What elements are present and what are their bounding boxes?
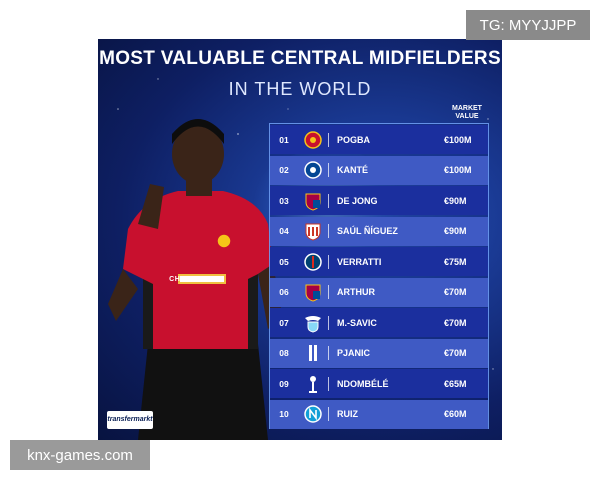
player-name: M.-SAVIC (337, 317, 377, 328)
ranking-row: 09 NDOMBÉLÉ €65M (270, 369, 488, 398)
market-value-header: MARKET VALUE (452, 105, 482, 120)
market-value: €90M (444, 195, 467, 206)
ranking-row: 01 POGBA €100M (270, 125, 488, 154)
row-divider (328, 346, 329, 360)
market-value: €100M (444, 165, 472, 175)
juventus-crest-icon (298, 339, 328, 368)
rank-number: 09 (279, 378, 289, 389)
shirt-sponsor-text: CHEVROLET (169, 276, 217, 283)
row-divider (328, 376, 329, 391)
rank-number: 04 (279, 226, 289, 236)
lazio-crest-icon (298, 308, 328, 337)
row-divider (328, 254, 329, 269)
ranking-table: 01 POGBA €100M 02 KANTÉ €100M 03 DE JONG €90M 04 S… (269, 123, 489, 429)
watermark-bottom-left: knx-games.com (10, 440, 150, 470)
market-value: €100M (444, 134, 472, 145)
ranking-row: 07 M.-SAVIC €70M (270, 308, 488, 337)
player-name: PJANIC (337, 348, 371, 358)
market-value: €70M (444, 348, 467, 358)
transfermarkt-logo: transfermarkt (107, 411, 153, 429)
market-value: €60M (444, 409, 467, 419)
market-value: €70M (444, 317, 467, 328)
watermark-top-right: TG: MYYJJPP (466, 10, 590, 40)
napoli-crest-icon (298, 400, 328, 429)
tottenham-crest-icon (298, 369, 328, 398)
rank-number: 02 (279, 165, 289, 175)
row-divider (328, 163, 329, 177)
player-illustration (108, 119, 283, 440)
market-value: €65M (444, 378, 467, 389)
row-divider (328, 224, 329, 238)
rank-number: 08 (279, 348, 289, 358)
player-name: ARTHUR (337, 287, 375, 297)
player-name: NDOMBÉLÉ (337, 378, 389, 389)
atletico-madrid-crest-icon (298, 217, 328, 246)
ranking-row: 04 SAÚL ÑÍGUEZ €90M (270, 216, 488, 246)
chelsea-crest-icon (298, 156, 328, 185)
manchester-united-crest-icon (298, 125, 328, 154)
row-divider (328, 315, 329, 330)
infographic-poster: MOST VALUABLE CENTRAL MIDFIELDERS IN THE… (98, 39, 502, 440)
market-value: €90M (444, 226, 467, 236)
ranking-row: 08 PJANIC €70M (270, 338, 488, 368)
row-divider (328, 193, 329, 208)
logo-text: transfermarkt (107, 416, 153, 423)
row-divider (328, 132, 329, 147)
rank-number: 05 (279, 256, 289, 267)
player-name: SAÚL ÑÍGUEZ (337, 226, 398, 236)
rank-number: 07 (279, 317, 289, 328)
player-name: DE JONG (337, 195, 378, 206)
rank-number: 03 (279, 195, 289, 206)
psg-crest-icon (298, 247, 328, 276)
rank-number: 06 (279, 287, 289, 297)
ranking-row: 03 DE JONG €90M (270, 186, 488, 215)
poster-title: MOST VALUABLE CENTRAL MIDFIELDERS (99, 48, 501, 69)
ranking-row: 06 ARTHUR €70M (270, 277, 488, 307)
player-name: VERRATTI (337, 256, 382, 267)
market-value: €70M (444, 287, 467, 297)
row-divider (328, 285, 329, 299)
barcelona-crest-icon (298, 186, 328, 215)
rank-number: 01 (279, 134, 289, 145)
poster-subtitle: IN THE WORLD (228, 79, 372, 99)
player-name: POGBA (337, 134, 371, 145)
market-value: €75M (444, 256, 467, 267)
ranking-row: 10 RUIZ €60M (270, 399, 488, 429)
player-name: KANTÉ (337, 165, 368, 175)
player-name: RUIZ (337, 409, 358, 419)
ranking-row: 05 VERRATTI €75M (270, 247, 488, 276)
row-divider (328, 407, 329, 421)
rank-number: 10 (279, 409, 289, 419)
ranking-row: 02 KANTÉ €100M (270, 155, 488, 185)
barcelona-crest-icon (298, 278, 328, 307)
